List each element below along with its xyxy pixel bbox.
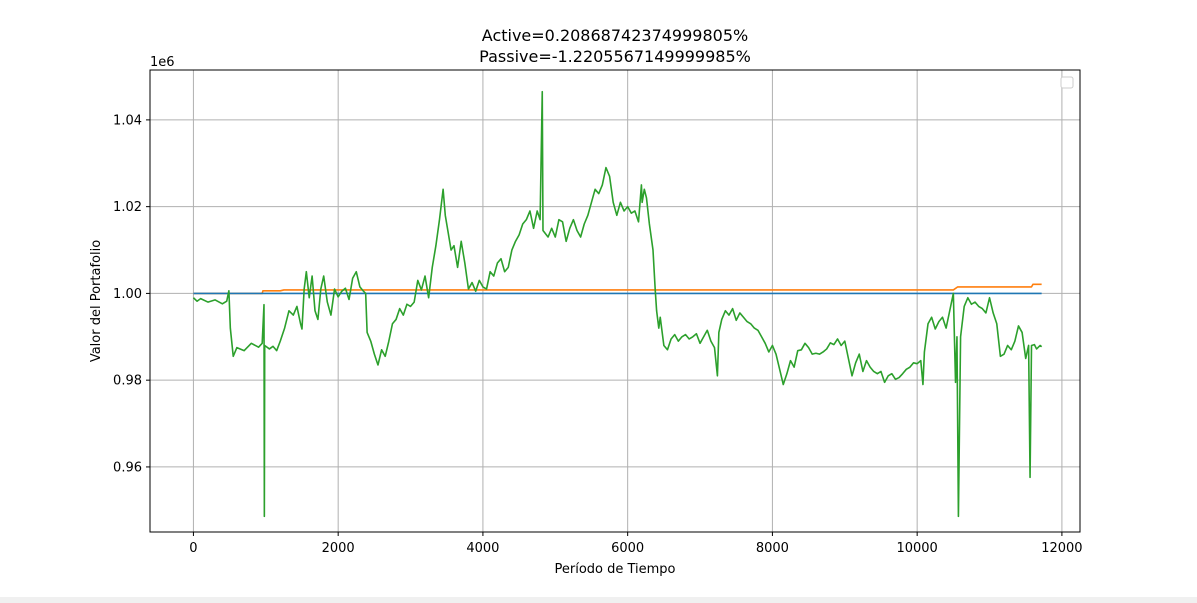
y-axis: 0.96 0.98 1.00 1.02 1.04 (113, 113, 150, 475)
chart-title-line2: Passive=-1.2205567149999985% (479, 47, 751, 66)
chart-title-line1: Active=0.20868742374999805% (482, 26, 748, 45)
plot-area-frame (149, 69, 1081, 533)
y-tick-label: 1.02 (113, 200, 142, 215)
series-line-orange (193, 283, 1042, 295)
x-axis: 0 2000 4000 6000 8000 10000 12000 (189, 532, 1083, 556)
y-tick-label: 1.00 (113, 287, 142, 302)
y-axis-label: Valor del Portafolio (89, 240, 104, 362)
series-lines (192, 90, 1043, 518)
legend-box (1060, 76, 1074, 89)
x-tick-label: 4000 (466, 541, 499, 556)
x-tick-label: 8000 (756, 541, 789, 556)
series-line-green (192, 90, 1043, 518)
y-tick-label: 0.98 (113, 374, 142, 389)
y-axis-offset-label: 1e6 (150, 55, 175, 70)
y-tick-label: 0.96 (113, 460, 142, 475)
x-tick-label: 6000 (611, 541, 644, 556)
x-tick-label: 0 (189, 541, 197, 556)
x-tick-label: 10000 (896, 541, 937, 556)
x-axis-label: Período de Tiempo (554, 562, 675, 577)
x-tick-label: 12000 (1041, 541, 1082, 556)
x-tick-label: 2000 (322, 541, 355, 556)
bottom-toolbar-strip (0, 597, 1197, 603)
y-tick-label: 1.04 (113, 113, 142, 128)
grid-lines (150, 70, 1080, 532)
